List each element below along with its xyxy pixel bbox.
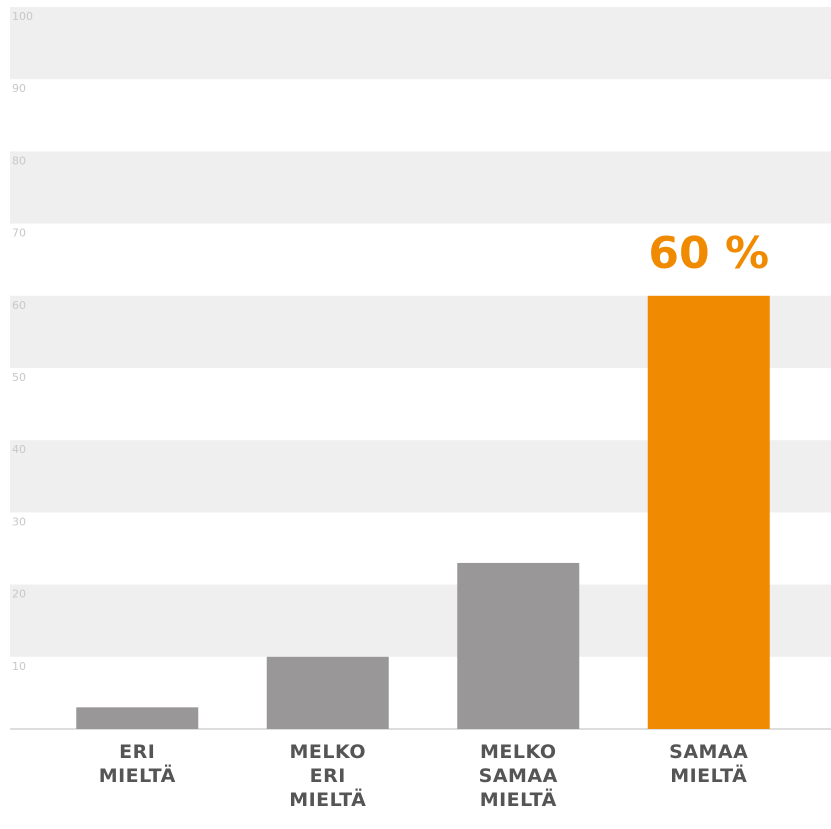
y-tick-label: 10	[12, 660, 26, 673]
x-tick-label: ERI MIELTÄ	[99, 741, 176, 787]
y-tick-label: 100	[12, 10, 33, 23]
y-tick-label: 90	[12, 82, 26, 95]
grid-band	[10, 151, 831, 224]
y-tick-label: 30	[12, 515, 26, 528]
x-tick-label: MELKO ERI MIELTÄ	[289, 741, 366, 811]
value-label: 60 %	[648, 228, 769, 279]
bar	[76, 707, 199, 729]
y-tick-label: 20	[12, 588, 26, 601]
y-tick-label: 40	[12, 443, 26, 456]
y-tick-label: 80	[12, 154, 26, 167]
bar	[647, 295, 770, 729]
x-tick-label: SAMAA MIELTÄ	[669, 741, 748, 787]
y-tick-label: 60	[12, 299, 26, 312]
bar	[266, 656, 389, 729]
x-tick-label: MELKO SAMAA MIELTÄ	[479, 741, 558, 811]
bar	[457, 562, 580, 729]
y-tick-label: 70	[12, 227, 26, 240]
grid-band	[10, 7, 831, 80]
y-tick-label: 50	[12, 371, 26, 384]
